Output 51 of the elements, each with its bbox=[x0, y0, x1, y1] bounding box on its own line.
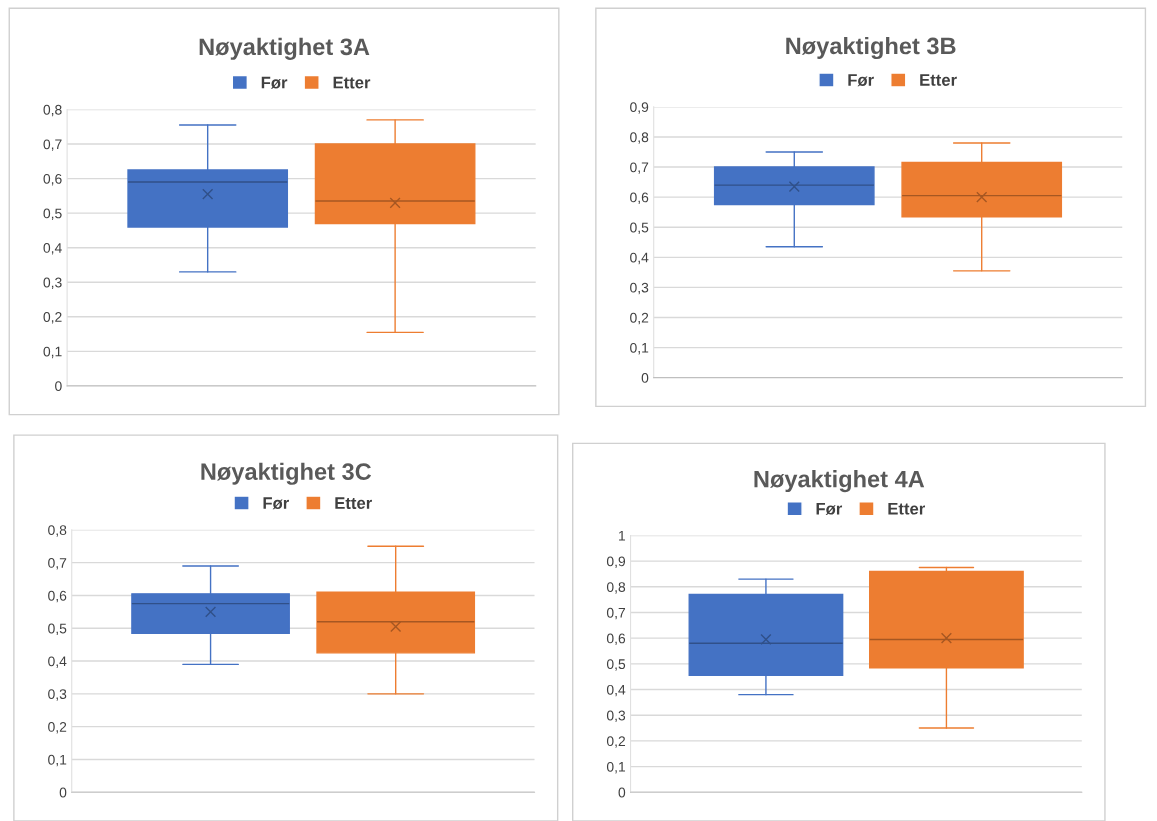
y-tick-label: 0,4 bbox=[630, 252, 649, 265]
y-tick-label: 0,6 bbox=[43, 173, 62, 186]
legend-label: Etter bbox=[888, 502, 925, 515]
y-tick-label: 0,3 bbox=[606, 710, 626, 723]
y-tick-label: 0,8 bbox=[630, 132, 649, 144]
y-tick-label: 0,7 bbox=[630, 162, 649, 174]
y-tick-label: 0,2 bbox=[43, 312, 62, 324]
legend-label: Etter bbox=[920, 74, 957, 86]
y-tick-label: 0 bbox=[618, 787, 626, 798]
y-tick-label: 0,7 bbox=[606, 607, 626, 620]
y-tick-label: 0,4 bbox=[48, 656, 67, 668]
y-tick-label: 0,4 bbox=[43, 243, 62, 255]
y-tick-label: 0,1 bbox=[48, 754, 67, 767]
y-tick-label: 0,8 bbox=[48, 525, 67, 537]
y-tick-label: 0,1 bbox=[43, 346, 62, 359]
y-tick-label: 0,3 bbox=[43, 277, 62, 290]
y-tick-label: 0 bbox=[55, 381, 62, 392]
y-tick-label: 0,5 bbox=[630, 222, 649, 235]
legend-label: Før bbox=[261, 76, 288, 89]
y-tick-label: 0,7 bbox=[48, 558, 67, 570]
chart-title: Nøyaktighet 3B bbox=[786, 36, 956, 60]
y-tick-label: 0,2 bbox=[606, 736, 626, 748]
legend-label: Etter bbox=[335, 497, 372, 509]
y-tick-label: 0,1 bbox=[606, 761, 626, 774]
legend-label: Før bbox=[816, 502, 843, 515]
legend-label: Etter bbox=[333, 76, 371, 89]
legend-label: Før bbox=[848, 74, 874, 87]
y-tick-label: 0 bbox=[641, 372, 649, 383]
y-tick-label: 0,5 bbox=[43, 208, 62, 220]
chart-title: Nøyaktighet 3A bbox=[199, 37, 370, 60]
y-tick-label: 0,6 bbox=[606, 633, 626, 645]
y-tick-label: 0,8 bbox=[43, 104, 62, 117]
y-tick-label: 0,5 bbox=[48, 623, 67, 636]
chart-title: Nøyaktighet 3C bbox=[201, 462, 372, 485]
y-tick-label: 0,1 bbox=[630, 342, 649, 355]
y-tick-label: 0 bbox=[59, 787, 67, 798]
y-tick-label: 0,3 bbox=[48, 689, 67, 701]
y-tick-label: 0,6 bbox=[48, 590, 67, 603]
legend-label: Før bbox=[263, 497, 289, 510]
y-tick-label: 0,6 bbox=[630, 192, 649, 204]
chart-title: Nøyaktighet 4A bbox=[754, 470, 925, 493]
y-tick-label: 0,7 bbox=[43, 139, 62, 151]
y-tick-label: 1 bbox=[619, 530, 626, 541]
y-tick-label: 0,9 bbox=[606, 556, 626, 568]
y-tick-label: 0,3 bbox=[630, 282, 649, 295]
y-tick-label: 0,9 bbox=[630, 102, 649, 114]
y-tick-label: 0,8 bbox=[606, 582, 626, 594]
y-tick-label: 0,5 bbox=[606, 659, 626, 671]
y-tick-label: 0,2 bbox=[630, 312, 649, 325]
y-tick-label: 0,4 bbox=[606, 684, 626, 697]
y-tick-label: 0,2 bbox=[48, 722, 67, 734]
